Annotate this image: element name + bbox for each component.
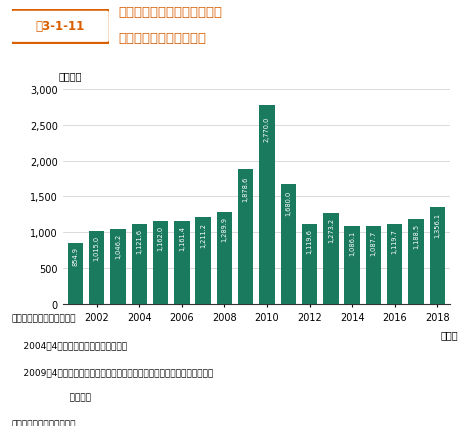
Bar xyxy=(174,221,189,305)
Bar xyxy=(153,221,168,305)
Text: 854.9: 854.9 xyxy=(72,246,78,265)
Text: 1,289.9: 1,289.9 xyxy=(221,217,227,242)
Text: 1,680.0: 1,680.0 xyxy=(285,190,291,215)
Text: 1,119.7: 1,119.7 xyxy=(391,228,397,253)
Text: 図3-1-11: 図3-1-11 xyxy=(36,20,85,33)
Bar xyxy=(323,213,338,305)
Bar xyxy=(89,232,104,305)
Bar xyxy=(280,184,295,305)
Bar xyxy=(386,225,401,305)
Bar xyxy=(301,225,317,305)
Text: 1,188.5: 1,188.5 xyxy=(412,224,418,249)
Text: 2,770.0: 2,770.0 xyxy=(263,116,269,141)
Text: 1,161.4: 1,161.4 xyxy=(178,225,184,250)
Text: 注：家電の品目追加経緑。: 注：家電の品目追加経緑。 xyxy=(12,313,76,322)
Text: 2004年4月１日　電気冷凍庫を追加。: 2004年4月１日 電気冷凍庫を追加。 xyxy=(12,340,126,349)
Text: （万台）: （万台） xyxy=(59,71,82,81)
Text: 廃家電４品目の引取台数: 廃家電４品目の引取台数 xyxy=(118,32,206,45)
Text: 1,015.0: 1,015.0 xyxy=(94,236,100,261)
Text: 1,356.1: 1,356.1 xyxy=(433,212,439,237)
Text: 1,086.1: 1,086.1 xyxy=(348,230,354,256)
Bar xyxy=(238,170,253,305)
Bar xyxy=(110,230,125,305)
Bar xyxy=(365,227,380,305)
Text: 全国の指定引取場所における: 全国の指定引取場所における xyxy=(118,6,222,19)
Text: を追加。: を追加。 xyxy=(12,392,90,401)
Bar xyxy=(68,243,83,305)
Text: 1,087.7: 1,087.7 xyxy=(369,230,375,256)
FancyBboxPatch shape xyxy=(11,11,110,44)
Text: 1,046.2: 1,046.2 xyxy=(115,233,121,259)
Bar xyxy=(407,219,423,305)
Text: 1,273.2: 1,273.2 xyxy=(327,218,333,243)
Text: 2009年4月１日　液晶式及びプラズマ式テレビジョン受信機、衣類乾燥機: 2009年4月１日 液晶式及びプラズマ式テレビジョン受信機、衣類乾燥機 xyxy=(12,367,213,376)
Text: 資料：環境省、経済産業省: 資料：環境省、経済産業省 xyxy=(12,419,76,426)
Text: 1,162.0: 1,162.0 xyxy=(157,225,163,250)
Bar xyxy=(131,224,147,305)
Bar xyxy=(429,207,444,305)
Bar xyxy=(259,106,274,305)
Bar xyxy=(195,218,210,305)
Bar xyxy=(344,227,359,305)
Text: （年）: （年） xyxy=(439,329,457,339)
Text: 1,119.6: 1,119.6 xyxy=(306,228,312,253)
Bar xyxy=(216,212,232,305)
Text: 1,211.2: 1,211.2 xyxy=(200,222,206,247)
Text: 1,121.6: 1,121.6 xyxy=(136,228,142,253)
Text: 1,878.6: 1,878.6 xyxy=(242,177,248,202)
